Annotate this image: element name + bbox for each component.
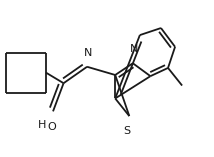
Text: S: S bbox=[123, 126, 131, 136]
Text: N: N bbox=[84, 48, 92, 58]
Text: H: H bbox=[38, 120, 46, 130]
Text: N: N bbox=[130, 44, 138, 54]
Text: O: O bbox=[48, 122, 56, 132]
